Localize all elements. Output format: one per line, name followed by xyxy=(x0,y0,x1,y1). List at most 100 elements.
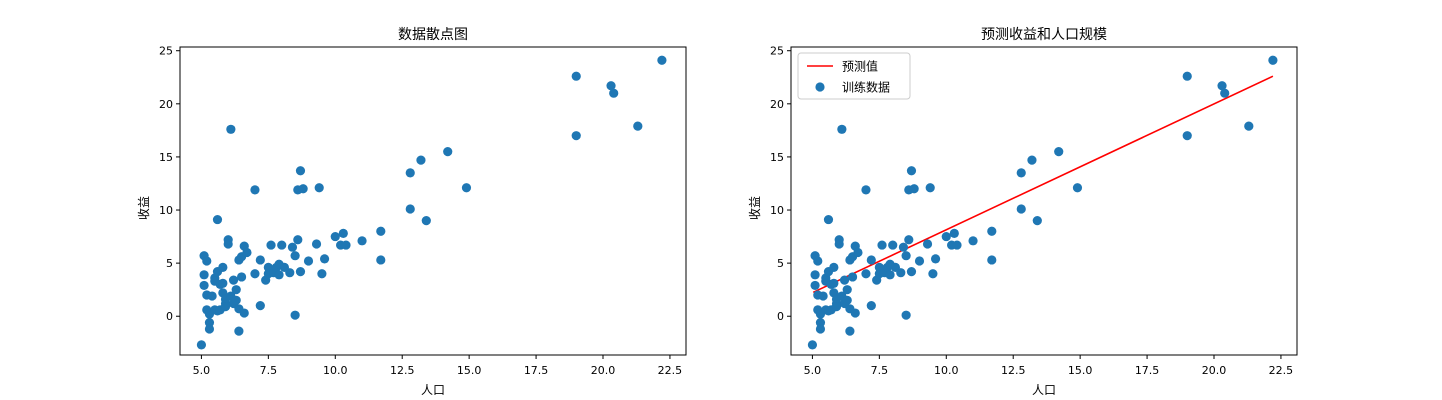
data-point xyxy=(250,185,260,195)
data-point xyxy=(606,81,616,91)
data-point xyxy=(277,240,287,250)
data-point xyxy=(949,228,959,238)
x-tick-label: 17.5 xyxy=(524,364,549,377)
data-point xyxy=(376,255,386,265)
data-point xyxy=(1027,155,1037,165)
data-point xyxy=(223,235,233,245)
y-tick-label: 25 xyxy=(770,45,784,58)
data-point xyxy=(901,310,911,320)
data-point xyxy=(293,235,303,245)
data-point xyxy=(906,166,917,176)
data-point xyxy=(231,285,241,295)
data-point xyxy=(901,251,911,261)
data-point xyxy=(853,247,863,258)
chart-title: 预测收益和人口规模 xyxy=(981,27,1107,43)
x-tick-label: 22.5 xyxy=(658,364,683,377)
data-point xyxy=(266,240,276,250)
data-point xyxy=(290,310,300,320)
y-tick-label: 10 xyxy=(770,204,784,217)
x-axis-label: 人口 xyxy=(421,383,445,397)
data-point xyxy=(236,272,247,282)
data-point xyxy=(831,302,842,312)
data-point xyxy=(877,240,887,250)
data-point xyxy=(303,256,314,266)
data-point xyxy=(839,275,850,285)
x-tick-label: 10.0 xyxy=(934,364,959,377)
x-tick-label: 20.0 xyxy=(1202,364,1227,377)
chart-scatter-data: 数据散点图 人口 收益 5.0 7.5 10.0 12.5 15.0 17.5 20.0 22… xyxy=(137,27,687,397)
data-point xyxy=(1072,183,1083,193)
data-point xyxy=(861,185,871,195)
data-point xyxy=(906,267,917,277)
data-point xyxy=(818,291,828,301)
y-tick-label: 25 xyxy=(159,45,173,58)
y-tick-label: 20 xyxy=(770,98,784,111)
y-tick-label: 0 xyxy=(166,310,173,323)
data-point xyxy=(199,270,209,280)
data-point xyxy=(207,291,217,301)
data-point xyxy=(218,278,228,288)
data-point xyxy=(287,242,298,252)
data-point xyxy=(311,239,322,249)
data-point xyxy=(376,226,386,236)
data-point xyxy=(896,268,906,278)
x-tick-label: 12.5 xyxy=(1001,364,1026,377)
data-point xyxy=(815,318,826,328)
data-point xyxy=(1268,55,1278,65)
data-point xyxy=(847,272,858,282)
x-tick-label: 12.5 xyxy=(390,364,415,377)
legend-point-swatch xyxy=(815,82,825,92)
y-axis-label: 收益 xyxy=(748,196,762,220)
chart-title: 数据散点图 xyxy=(398,27,468,43)
x-tick-label: 20.0 xyxy=(591,364,616,377)
data-point xyxy=(888,240,898,250)
data-point xyxy=(866,255,876,265)
data-point xyxy=(405,168,415,178)
data-point xyxy=(810,270,820,280)
data-point xyxy=(633,121,643,131)
data-point xyxy=(196,340,207,350)
data-point xyxy=(239,308,249,318)
data-point xyxy=(904,235,914,245)
data-point xyxy=(829,262,839,272)
data-point xyxy=(421,216,431,226)
data-point xyxy=(228,275,239,285)
y-tick-label: 15 xyxy=(770,151,784,164)
data-point xyxy=(1054,147,1064,157)
data-point xyxy=(930,254,941,264)
data-point xyxy=(295,166,306,176)
data-point xyxy=(199,280,209,291)
data-point xyxy=(204,324,215,334)
data-point xyxy=(834,235,844,245)
data-point xyxy=(968,236,978,246)
data-point xyxy=(922,239,933,249)
data-point xyxy=(204,318,215,328)
y-axis-label: 收益 xyxy=(137,196,151,220)
legend-label: 训练数据 xyxy=(842,80,890,95)
y-tick-label: 0 xyxy=(777,310,784,323)
legend-box xyxy=(797,52,911,100)
data-point xyxy=(837,124,847,134)
data-point xyxy=(218,262,228,272)
data-point xyxy=(226,124,236,134)
data-point xyxy=(231,295,241,305)
regression-line xyxy=(812,75,1274,294)
data-point xyxy=(1016,168,1026,178)
x-tick-label: 7.5 xyxy=(871,364,889,377)
data-point xyxy=(319,254,330,264)
data-point xyxy=(1217,81,1227,91)
y-tick-label: 20 xyxy=(159,98,173,111)
data-point xyxy=(298,184,308,194)
data-point xyxy=(928,269,938,279)
data-point xyxy=(941,231,951,242)
data-point xyxy=(317,269,327,279)
data-point xyxy=(1016,204,1026,214)
data-point xyxy=(657,55,667,65)
legend-label: 预测值 xyxy=(842,59,878,74)
data-point xyxy=(274,270,284,280)
data-point xyxy=(295,267,306,277)
data-point xyxy=(405,204,415,214)
